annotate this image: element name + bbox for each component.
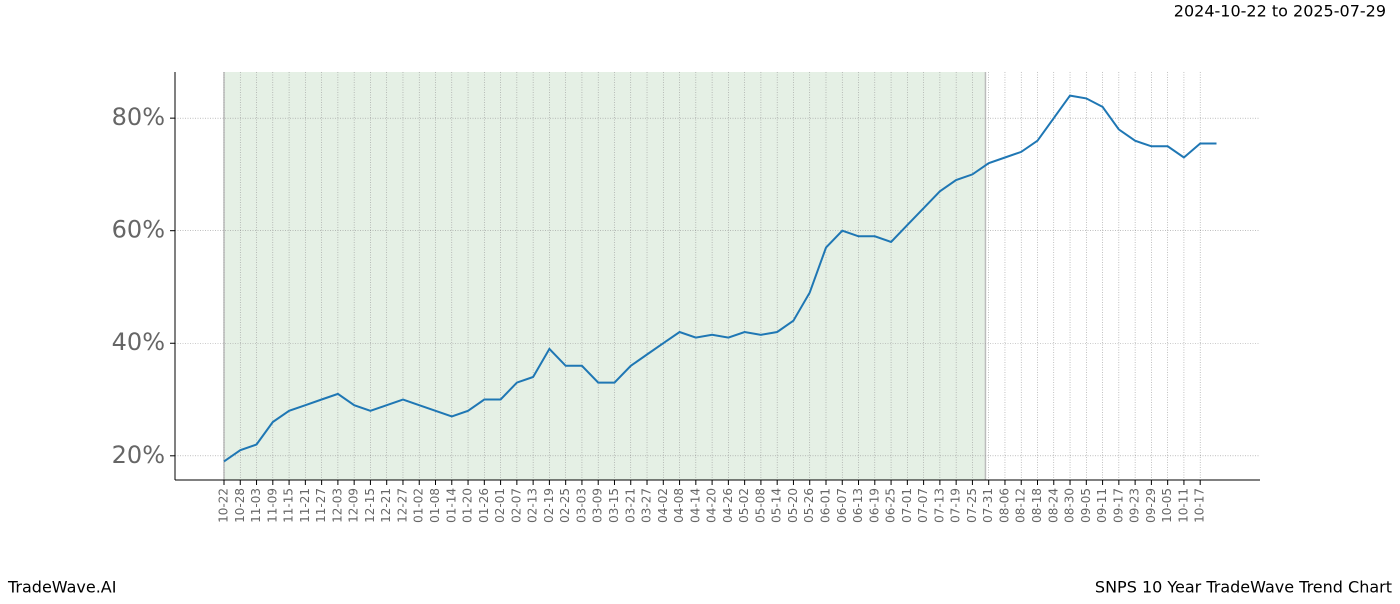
- x-tick-label: 09-29: [1144, 488, 1158, 523]
- y-tick-label: 20%: [112, 441, 165, 469]
- y-tick-label: 80%: [112, 103, 165, 131]
- x-tick-label: 12-21: [379, 488, 393, 523]
- x-tick-label: 12-27: [395, 488, 409, 523]
- x-tick-label: 05-20: [786, 488, 800, 523]
- x-tick-label: 08-12: [1014, 488, 1028, 523]
- chart-subtitle: 2024-10-22 to 2025-07-29: [1174, 2, 1386, 21]
- x-tick-label: 01-26: [477, 488, 491, 523]
- x-tick-label: 03-21: [623, 488, 637, 523]
- x-tick-label: 10-05: [1160, 488, 1174, 523]
- x-tick-label: 06-01: [818, 488, 832, 523]
- x-tick-label: 04-02: [656, 488, 670, 523]
- x-tick-label: 12-15: [363, 488, 377, 523]
- x-tick-label: 05-02: [737, 488, 751, 523]
- x-tick-label: 11-03: [249, 488, 263, 523]
- x-tick-label: 01-08: [428, 488, 442, 523]
- x-tick-label: 05-08: [753, 488, 767, 523]
- x-tick-label: 10-28: [233, 488, 247, 523]
- x-tick-label: 08-18: [1030, 488, 1044, 523]
- chart-title: SNPS 10 Year TradeWave Trend Chart: [1095, 578, 1392, 597]
- x-tick-label: 02-01: [493, 488, 507, 523]
- x-tick-label: 08-06: [997, 488, 1011, 523]
- y-tick-label: 40%: [112, 328, 165, 356]
- x-tick-label: 11-27: [314, 488, 328, 523]
- x-tick-label: 09-23: [1128, 488, 1142, 523]
- x-tick-label: 09-17: [1111, 488, 1125, 523]
- data-line: [223, 94, 1217, 463]
- x-tick-label: 08-30: [1063, 488, 1077, 523]
- x-tick-label: 01-20: [461, 488, 475, 523]
- x-tick-label: 08-24: [1046, 488, 1060, 523]
- x-tick-label: 11-21: [298, 488, 312, 523]
- x-tick-label: 04-14: [688, 488, 702, 523]
- x-tick-label: 11-09: [265, 488, 279, 523]
- x-tick-label: 06-13: [851, 488, 865, 523]
- x-tick-label: 02-07: [509, 488, 523, 523]
- x-tick-label: 06-07: [835, 488, 849, 523]
- x-tick-label: 06-25: [884, 488, 898, 523]
- x-tick-label: 07-25: [965, 488, 979, 523]
- x-tick-label: 02-13: [526, 488, 540, 523]
- x-tick-label: 04-08: [672, 488, 686, 523]
- x-tick-label: 12-09: [347, 488, 361, 523]
- x-tick-label: 03-03: [574, 488, 588, 523]
- x-tick-label: 07-01: [900, 488, 914, 523]
- x-tick-label: 09-05: [1079, 488, 1093, 523]
- x-tick-label: 03-09: [591, 488, 605, 523]
- x-tick-label: 09-11: [1095, 488, 1109, 523]
- x-tick-label: 01-14: [444, 488, 458, 523]
- x-tick-label: 02-19: [542, 488, 556, 523]
- x-tick-label: 07-31: [981, 488, 995, 523]
- x-tick-label: 10-11: [1176, 488, 1190, 523]
- y-tick-label: 60%: [112, 216, 165, 244]
- footer-left: TradeWave.AI: [7, 578, 116, 597]
- x-tick-label: 03-27: [640, 488, 654, 523]
- x-tick-label: 10-17: [1193, 488, 1207, 523]
- x-tick-label: 05-14: [770, 488, 784, 523]
- x-tick-label: 05-26: [802, 488, 816, 523]
- x-tick-label: 02-25: [558, 488, 572, 523]
- x-tick-label: 04-20: [705, 488, 719, 523]
- x-tick-label: 03-15: [607, 488, 621, 523]
- x-tick-label: 07-19: [949, 488, 963, 523]
- x-tick-label: 06-19: [867, 488, 881, 523]
- shaded-region: [224, 72, 986, 480]
- x-tick-label: 01-02: [412, 488, 426, 523]
- x-tick-label: 11-15: [282, 488, 296, 523]
- x-tick-label: 07-07: [916, 488, 930, 523]
- x-tick-label: 10-22: [217, 488, 231, 523]
- x-tick-label: 07-13: [932, 488, 946, 523]
- x-tick-label: 04-26: [721, 488, 735, 523]
- x-tick-label: 12-03: [330, 488, 344, 523]
